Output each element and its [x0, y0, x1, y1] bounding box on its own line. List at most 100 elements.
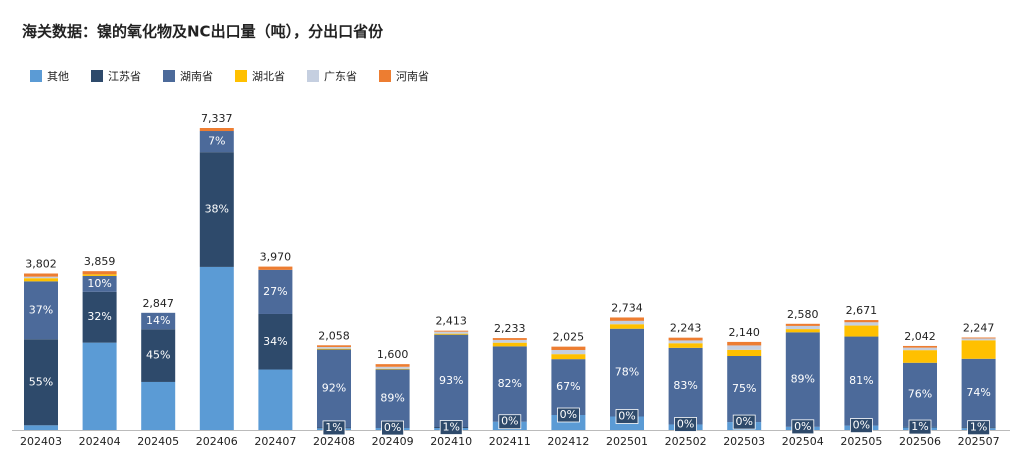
x-tick-label: 202408	[313, 435, 355, 448]
total-label: 2,025	[553, 331, 585, 344]
total-label: 2,413	[435, 315, 467, 328]
data-label: 0%	[853, 419, 870, 432]
bar-segment	[258, 266, 293, 270]
bar-segment	[961, 340, 996, 359]
data-label: 89%	[380, 392, 404, 405]
bar-segment	[141, 381, 176, 430]
bar-segment	[24, 276, 58, 279]
label-box	[967, 420, 990, 436]
bar-segment	[24, 339, 58, 426]
bar-segment	[903, 347, 937, 351]
label-box	[498, 414, 522, 430]
bar-segment	[785, 329, 820, 333]
bar-segment	[961, 338, 996, 341]
data-label: 81%	[849, 374, 873, 387]
bar-segment	[24, 425, 58, 430]
legend-swatch	[379, 70, 391, 82]
legend-swatch	[91, 70, 103, 82]
data-label: 27%	[263, 285, 287, 298]
label-box	[615, 409, 639, 424]
x-tick-label: 202406	[196, 435, 238, 448]
bar-segment	[375, 369, 410, 429]
data-label: 0%	[794, 420, 811, 433]
x-tick-label: 202501	[606, 435, 648, 448]
bar-segment	[317, 349, 351, 428]
data-label: 14%	[146, 314, 170, 327]
x-tick-label: 202403	[20, 435, 62, 448]
bar-segment	[903, 362, 937, 427]
total-label: 3,802	[25, 258, 57, 271]
total-label: 2,058	[318, 329, 350, 342]
data-label: 55%	[29, 375, 53, 388]
data-label: 1%	[911, 420, 928, 433]
legend-swatch	[163, 70, 175, 82]
data-label: 82%	[498, 377, 522, 390]
total-label: 2,734	[611, 301, 643, 314]
bar-segment	[24, 273, 58, 277]
x-tick-label: 202411	[489, 435, 531, 448]
total-label: 2,247	[963, 322, 995, 335]
bar-segment	[727, 349, 762, 357]
bar-segment	[903, 350, 937, 363]
bar-segment	[199, 152, 234, 267]
legend-swatch	[307, 70, 319, 82]
bar-segment	[434, 331, 469, 334]
legend-label: 广东省	[324, 70, 357, 83]
data-label: 74%	[966, 386, 990, 399]
bar-segment	[668, 343, 703, 348]
bar-segment	[961, 337, 996, 339]
x-tick-label: 202502	[665, 435, 707, 448]
data-label: 76%	[908, 388, 932, 401]
bar-segment	[199, 131, 234, 153]
bar-segment	[492, 346, 527, 422]
bar-segment	[610, 317, 644, 321]
x-tick-label: 202506	[899, 435, 941, 448]
bar-segment	[258, 269, 293, 314]
data-label: 92%	[322, 381, 346, 394]
x-tick-label: 202409	[372, 435, 414, 448]
data-label: 10%	[87, 277, 111, 290]
data-label: 78%	[615, 366, 639, 379]
x-tick-label: 202410	[430, 435, 472, 448]
bar-segment	[375, 364, 410, 367]
bar-segment	[844, 336, 879, 426]
bar-segment	[844, 325, 879, 337]
bar-segment	[199, 266, 234, 430]
bar-segment	[551, 346, 586, 350]
data-label: 0%	[677, 417, 694, 430]
total-label: 2,847	[142, 297, 174, 310]
data-label: 0%	[384, 421, 401, 434]
data-label: 83%	[673, 379, 697, 392]
legend-label: 江苏省	[108, 70, 141, 83]
legend-label: 湖南省	[180, 70, 213, 83]
total-label: 2,580	[787, 308, 819, 321]
legend-swatch	[235, 70, 247, 82]
bar-segment	[668, 337, 703, 341]
bar-segment	[82, 342, 117, 430]
legend-label: 其他	[47, 70, 69, 83]
data-label: 37%	[29, 303, 53, 316]
bar-segment	[551, 359, 586, 415]
x-tick-label: 202503	[723, 435, 765, 448]
data-label: 32%	[87, 310, 111, 323]
x-tick-label: 202405	[137, 435, 179, 448]
total-label: 2,671	[846, 304, 878, 317]
legend-label: 河南省	[396, 70, 429, 83]
chart-title: 海关数据：镍的氧化物及NC出口量（吨），分出口省份	[22, 23, 384, 41]
bar-segment	[610, 324, 644, 329]
total-label: 3,970	[260, 251, 292, 264]
bar-segment	[82, 275, 117, 292]
data-label: 0%	[618, 409, 635, 422]
bar-segment	[903, 345, 937, 348]
x-tick-label: 202505	[840, 435, 882, 448]
data-label: 38%	[205, 203, 229, 216]
bar-segment	[610, 320, 644, 325]
label-box	[674, 417, 697, 432]
bar-segment	[668, 347, 703, 425]
bar-segment	[141, 329, 176, 382]
label-box	[557, 407, 580, 423]
bar-segment	[961, 358, 996, 428]
label-box	[850, 418, 873, 434]
data-label: 75%	[732, 382, 756, 395]
